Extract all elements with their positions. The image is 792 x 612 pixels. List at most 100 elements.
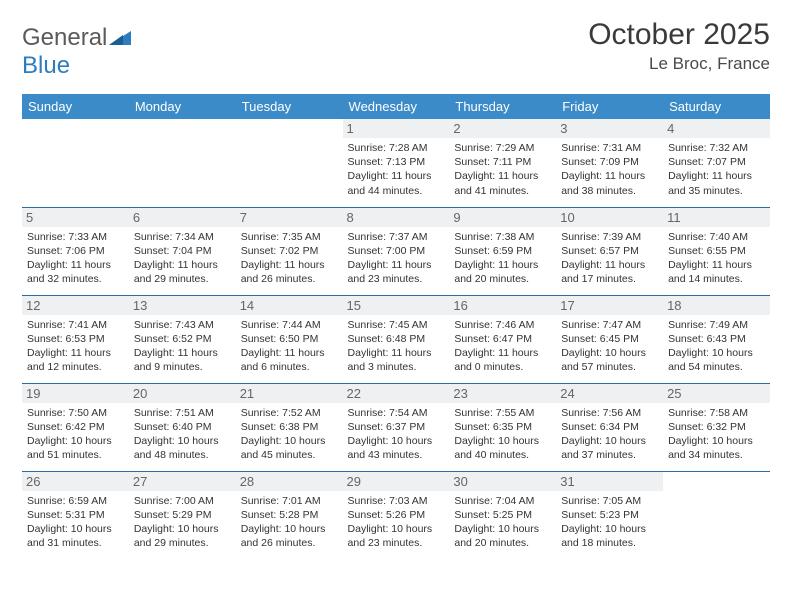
day-details: Sunrise: 7:37 AMSunset: 7:00 PMDaylight:… (348, 230, 445, 287)
day-details: Sunrise: 7:39 AMSunset: 6:57 PMDaylight:… (561, 230, 658, 287)
day-details: Sunrise: 7:50 AMSunset: 6:42 PMDaylight:… (27, 406, 124, 463)
weekday-header: Thursday (449, 94, 556, 119)
day-number: 15 (343, 296, 450, 315)
day-details: Sunrise: 7:04 AMSunset: 5:25 PMDaylight:… (454, 494, 551, 551)
calendar-cell: 5Sunrise: 7:33 AMSunset: 7:06 PMDaylight… (22, 207, 129, 295)
calendar-cell: 17 Sunrise: 7:47 AMSunset: 6:45 PMDayligh… (556, 295, 663, 383)
day-number: 2 (449, 119, 556, 138)
calendar-cell: 4 Sunrise: 7:32 AMSunset: 7:07 PMDaylight… (663, 119, 770, 207)
day-details: Sunrise: 6:59 AMSunset: 5:31 PMDaylight:… (27, 494, 124, 551)
calendar-row: 12Sunrise: 7:41 AMSunset: 6:53 PMDayligh… (22, 295, 770, 383)
location-label: Le Broc, France (588, 54, 770, 74)
calendar-cell: 2Sunrise: 7:29 AMSunset: 7:11 PMDaylight… (449, 119, 556, 207)
calendar-cell: 24 Sunrise: 7:56 AMSunset: 6:34 PMDayligh… (556, 383, 663, 471)
calendar-header-row: SundayMondayTuesdayWednesdayThursdayFrid… (22, 94, 770, 119)
day-number: 14 (236, 296, 343, 315)
calendar-cell: 12Sunrise: 7:41 AMSunset: 6:53 PMDayligh… (22, 295, 129, 383)
day-number: 16 (449, 296, 556, 315)
calendar-cell: 26 Sunrise: 6:59 AMSunset: 5:31 PMDayligh… (22, 471, 129, 559)
calendar-cell: 22 Sunrise: 7:54 AMSunset: 6:37 PMDayligh… (343, 383, 450, 471)
day-details: Sunrise: 7:35 AMSunset: 7:02 PMDaylight:… (241, 230, 338, 287)
calendar-row: 1Sunrise: 7:28 AMSunset: 7:13 PMDaylight… (22, 119, 770, 207)
day-number: 26 (22, 472, 129, 491)
day-number: 9 (449, 208, 556, 227)
day-details: Sunrise: 7:40 AMSunset: 6:55 PMDaylight:… (668, 230, 765, 287)
day-number: 13 (129, 296, 236, 315)
day-details: Sunrise: 7:54 AMSunset: 6:37 PMDaylight:… (348, 406, 445, 463)
day-number: 17 (556, 296, 663, 315)
day-number: 18 (663, 296, 770, 315)
day-details: Sunrise: 7:34 AMSunset: 7:04 PMDaylight:… (134, 230, 231, 287)
day-details: Sunrise: 7:31 AMSunset: 7:09 PMDaylight:… (561, 141, 658, 198)
day-number: 22 (343, 384, 450, 403)
day-details: Sunrise: 7:56 AMSunset: 6:34 PMDaylight:… (561, 406, 658, 463)
weekday-header: Tuesday (236, 94, 343, 119)
day-details: Sunrise: 7:47 AMSunset: 6:45 PMDaylight:… (561, 318, 658, 375)
day-details: Sunrise: 7:43 AMSunset: 6:52 PMDaylight:… (134, 318, 231, 375)
weekday-header: Monday (129, 94, 236, 119)
logo-word-blue: Blue (22, 52, 70, 79)
day-number: 30 (449, 472, 556, 491)
day-details: Sunrise: 7:03 AMSunset: 5:26 PMDaylight:… (348, 494, 445, 551)
calendar-cell: 11 Sunrise: 7:40 AMSunset: 6:55 PMDayligh… (663, 207, 770, 295)
day-details: Sunrise: 7:51 AMSunset: 6:40 PMDaylight:… (134, 406, 231, 463)
weekday-header: Friday (556, 94, 663, 119)
day-number: 10 (556, 208, 663, 227)
day-details: Sunrise: 7:38 AMSunset: 6:59 PMDaylight:… (454, 230, 551, 287)
logo: GeneralBlue (22, 18, 131, 80)
calendar-cell: 1Sunrise: 7:28 AMSunset: 7:13 PMDaylight… (343, 119, 450, 207)
calendar-cell: 25Sunrise: 7:58 AMSunset: 6:32 PMDayligh… (663, 383, 770, 471)
day-number: 25 (663, 384, 770, 403)
weekday-header: Wednesday (343, 94, 450, 119)
day-details: Sunrise: 7:52 AMSunset: 6:38 PMDaylight:… (241, 406, 338, 463)
calendar-cell: 20 Sunrise: 7:51 AMSunset: 6:40 PMDayligh… (129, 383, 236, 471)
day-details: Sunrise: 7:41 AMSunset: 6:53 PMDaylight:… (27, 318, 124, 375)
day-number: 4 (663, 119, 770, 138)
calendar-cell: 8 Sunrise: 7:37 AMSunset: 7:00 PMDaylight… (343, 207, 450, 295)
day-details: Sunrise: 7:44 AMSunset: 6:50 PMDaylight:… (241, 318, 338, 375)
day-number: 27 (129, 472, 236, 491)
day-number: 5 (22, 208, 129, 227)
day-number: 3 (556, 119, 663, 138)
calendar-cell: 13 Sunrise: 7:43 AMSunset: 6:52 PMDayligh… (129, 295, 236, 383)
weekday-header: Saturday (663, 94, 770, 119)
calendar-cell: 16 Sunrise: 7:46 AMSunset: 6:47 PMDayligh… (449, 295, 556, 383)
calendar-cell-empty (129, 119, 236, 207)
day-number: 7 (236, 208, 343, 227)
title-block: October 2025 Le Broc, France (588, 18, 770, 74)
day-details: Sunrise: 7:55 AMSunset: 6:35 PMDaylight:… (454, 406, 551, 463)
logo-triangle-icon (109, 24, 131, 52)
day-number: 31 (556, 472, 663, 491)
calendar-cell: 7 Sunrise: 7:35 AMSunset: 7:02 PMDaylight… (236, 207, 343, 295)
day-details: Sunrise: 7:46 AMSunset: 6:47 PMDaylight:… (454, 318, 551, 375)
day-number: 20 (129, 384, 236, 403)
day-details: Sunrise: 7:32 AMSunset: 7:07 PMDaylight:… (668, 141, 765, 198)
logo-text: GeneralBlue (22, 24, 131, 80)
calendar-cell: 30 Sunrise: 7:04 AMSunset: 5:25 PMDayligh… (449, 471, 556, 559)
logo-word-general: General (22, 24, 107, 51)
calendar-table: SundayMondayTuesdayWednesdayThursdayFrid… (22, 94, 770, 559)
calendar-cell: 29 Sunrise: 7:03 AMSunset: 5:26 PMDayligh… (343, 471, 450, 559)
day-number: 8 (343, 208, 450, 227)
day-details: Sunrise: 7:45 AMSunset: 6:48 PMDaylight:… (348, 318, 445, 375)
day-details: Sunrise: 7:00 AMSunset: 5:29 PMDaylight:… (134, 494, 231, 551)
calendar-cell: 23Sunrise: 7:55 AMSunset: 6:35 PMDayligh… (449, 383, 556, 471)
calendar-cell: 31 Sunrise: 7:05 AMSunset: 5:23 PMDayligh… (556, 471, 663, 559)
calendar-cell: 27 Sunrise: 7:00 AMSunset: 5:29 PMDayligh… (129, 471, 236, 559)
day-details: Sunrise: 7:05 AMSunset: 5:23 PMDaylight:… (561, 494, 658, 551)
day-number: 21 (236, 384, 343, 403)
day-number: 1 (343, 119, 450, 138)
day-number: 6 (129, 208, 236, 227)
calendar-cell: 10 Sunrise: 7:39 AMSunset: 6:57 PMDayligh… (556, 207, 663, 295)
day-number: 29 (343, 472, 450, 491)
calendar-cell: 19 Sunrise: 7:50 AMSunset: 6:42 PMDayligh… (22, 383, 129, 471)
calendar-cell-empty (663, 471, 770, 559)
day-number: 11 (663, 208, 770, 227)
calendar-row: 26 Sunrise: 6:59 AMSunset: 5:31 PMDayligh… (22, 471, 770, 559)
calendar-cell: 9 Sunrise: 7:38 AMSunset: 6:59 PMDaylight… (449, 207, 556, 295)
calendar-cell: 18 Sunrise: 7:49 AMSunset: 6:43 PMDayligh… (663, 295, 770, 383)
day-number: 19 (22, 384, 129, 403)
day-details: Sunrise: 7:49 AMSunset: 6:43 PMDaylight:… (668, 318, 765, 375)
day-number: 24 (556, 384, 663, 403)
calendar-cell: 6 Sunrise: 7:34 AMSunset: 7:04 PMDaylight… (129, 207, 236, 295)
